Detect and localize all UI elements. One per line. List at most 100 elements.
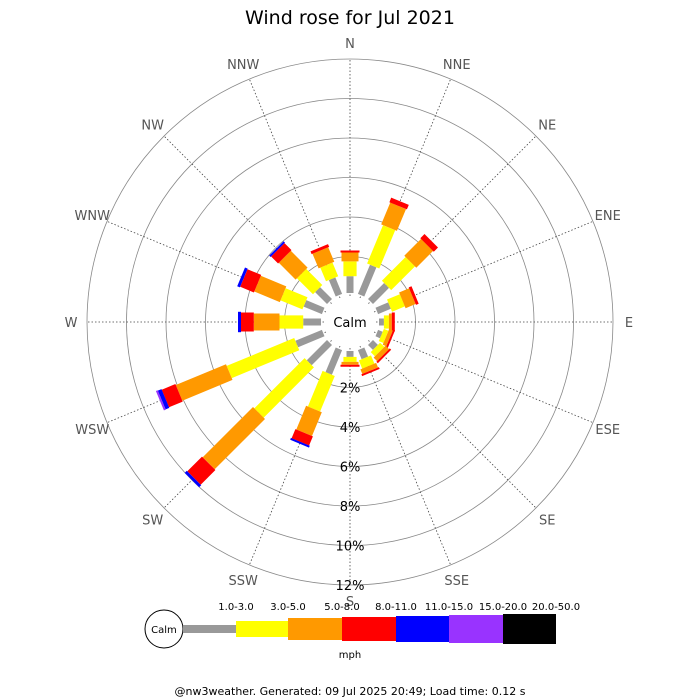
direction-label-sw: SW — [142, 513, 163, 528]
petal-wsw-bin-2 — [175, 364, 233, 401]
petal-n-bin-0 — [346, 276, 354, 293]
petal-sw-bin-2 — [202, 407, 265, 470]
petal-w-bin-1 — [279, 315, 304, 329]
petal-n-bin-1 — [343, 261, 357, 277]
petal-n-bin-3 — [340, 250, 360, 253]
direction-label-wsw: WSW — [75, 423, 109, 438]
chart-grid: N NNE NE ENE E ESE SE SSE S SSW SW WSW W WNW NW NNW — [65, 37, 634, 610]
legend-bin-label: 20.0-50.0 — [532, 602, 580, 613]
petal-ese-bin-2 — [382, 329, 393, 347]
petal-wsw-bin-0 — [295, 329, 325, 348]
petal-e-bin-0 — [379, 318, 384, 326]
grid-spoke — [368, 340, 537, 509]
petal-ne-bin-0 — [368, 283, 389, 304]
petal-w-bin-3 — [241, 312, 254, 332]
radial-tick-label: 2% — [340, 382, 361, 397]
petal-e-bin-3 — [391, 312, 395, 332]
petal-sse-bin-3 — [361, 367, 380, 377]
petal-se-bin-2 — [373, 345, 390, 362]
legend-bin-label: 11.0-15.0 — [425, 602, 473, 613]
petal-ne-bin-2 — [404, 238, 434, 268]
direction-label-nne: NNE — [443, 58, 471, 73]
petal-ene-bin-2 — [399, 288, 416, 309]
petal-ene-bin-1 — [387, 294, 405, 312]
petal-nne-bin-3 — [389, 197, 409, 210]
grid-ring — [205, 177, 495, 467]
petal-wsw-bin-4 — [157, 389, 170, 410]
legend-calm-label: Calm — [151, 625, 177, 636]
petal-ssw-bin-0 — [325, 347, 343, 375]
petal-wnw-bin-1 — [280, 288, 308, 310]
petal-se-bin-0 — [368, 340, 378, 350]
radial-tick-labels: 2% 4% 6% 8% 10% 12% — [336, 382, 365, 595]
legend-bin-label: 5.0-8.0 — [324, 602, 359, 613]
legend-unit-label: mph — [339, 650, 361, 661]
petal-nne-bin-0 — [357, 264, 377, 297]
direction-label-sse: SSE — [444, 574, 469, 589]
petal-nnw-bin-0 — [328, 277, 343, 297]
petal-sw-bin-0 — [306, 340, 332, 366]
grid-ring — [86, 58, 614, 586]
petal-nne-bin-2 — [381, 202, 406, 231]
petal-w-bin-4 — [238, 311, 241, 333]
petal-nnw-bin-1 — [320, 262, 339, 282]
petal-ssw-bin-2 — [296, 405, 322, 436]
petal-w-bin-2 — [253, 313, 280, 331]
radial-tick-label: 12% — [336, 579, 365, 594]
petal-ese-bin-0 — [375, 329, 383, 339]
legend-swatch-0 — [183, 625, 236, 633]
radial-tick-label: 4% — [340, 421, 361, 436]
petal-w-bin-0 — [303, 318, 321, 326]
petal-sw-bin-1 — [254, 358, 314, 418]
petal-ssw-bin-1 — [307, 370, 335, 412]
direction-label-n: N — [345, 37, 355, 52]
legend-swatch-2 — [288, 618, 342, 640]
petal-se-bin-1 — [370, 342, 385, 357]
grid-spoke — [373, 331, 594, 424]
petal-sse-bin-0 — [357, 347, 369, 360]
petal-nw-bin-1 — [296, 268, 323, 295]
radial-tick-label: 10% — [336, 540, 365, 555]
legend-bin-label: 1.0-3.0 — [218, 602, 253, 613]
legend-bin-label: 3.0-5.0 — [270, 602, 305, 613]
petal-nnw-bin-2 — [312, 247, 335, 269]
direction-label-w: W — [65, 316, 78, 331]
legend-bin-label: 8.0-11.0 — [375, 602, 417, 613]
petal-wnw-bin-0 — [303, 300, 325, 315]
petal-sse-bin-1 — [358, 355, 375, 369]
petal-s-bin-1 — [343, 356, 357, 362]
petal-ese-bin-1 — [378, 328, 389, 343]
petal-wnw-bin-4 — [237, 267, 248, 288]
legend: Calm 1.0-3.0 3.0-5.0 5.0-8.0 8.0-11.0 11.0-15… — [144, 602, 580, 661]
radial-tick-label: 6% — [340, 461, 361, 476]
petal-wsw-bin-5 — [155, 390, 166, 411]
petal-nw-bin-4 — [269, 241, 285, 257]
petal-ese-bin-3 — [385, 329, 395, 348]
legend-swatch-1 — [236, 621, 288, 637]
petal-ene-bin-3 — [408, 286, 419, 305]
petal-nne-bin-1 — [367, 225, 396, 269]
calm-label: Calm — [333, 316, 366, 331]
petal-ssw-bin-3 — [291, 429, 313, 446]
direction-label-ene: ENE — [595, 209, 621, 224]
direction-label-s: S — [346, 595, 354, 610]
petal-sw-bin-3 — [187, 456, 216, 485]
petal-nw-bin-0 — [315, 287, 332, 304]
direction-label-ese: ESE — [595, 423, 620, 438]
radial-tick-label: 8% — [340, 500, 361, 515]
direction-label-nw: NW — [141, 119, 164, 134]
legend-bin-label: 15.0-20.0 — [479, 602, 527, 613]
petal-n-bin-2 — [341, 252, 359, 262]
legend-swatch-4 — [396, 616, 449, 642]
petal-e-bin-2 — [388, 313, 392, 331]
petal-wsw-bin-1 — [226, 338, 300, 379]
chart-petals — [155, 197, 438, 488]
petal-se-bin-3 — [376, 348, 392, 364]
petal-sse-bin-2 — [360, 362, 378, 374]
petal-ssw-bin-4 — [290, 437, 310, 448]
legend-swatch-3 — [342, 617, 396, 641]
petal-wnw-bin-3 — [240, 269, 262, 293]
direction-label-ssw: SSW — [229, 574, 259, 589]
direction-label-ne: NE — [538, 119, 556, 134]
